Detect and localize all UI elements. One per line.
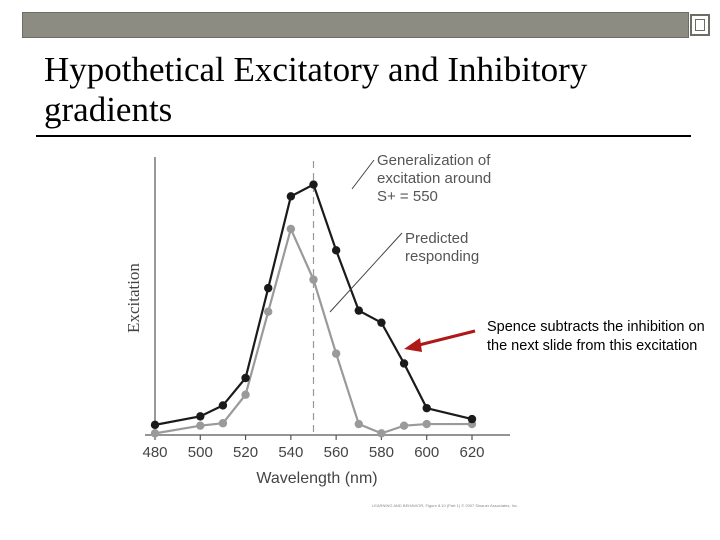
point-excitation-560 — [331, 246, 341, 255]
point-predicted-510 — [218, 419, 228, 428]
x-tick-label-600: 600 — [414, 444, 439, 461]
point-excitation-600 — [422, 403, 431, 413]
title-rule — [36, 135, 691, 137]
point-excitation-480 — [150, 420, 160, 430]
x-tick-label-620: 620 — [459, 444, 484, 461]
callout-text: Spence subtracts the inhibition on the n… — [487, 319, 705, 354]
x-tick-label-480: 480 — [142, 444, 167, 461]
credit-text: LEARNING AND BEHAVIOR, Figure 8.10 (Part… — [372, 503, 519, 508]
point-excitation-510 — [218, 401, 228, 410]
leader-line-generalization — [351, 159, 375, 190]
x-tick-label-500: 500 — [188, 444, 213, 461]
point-excitation-620 — [467, 414, 477, 424]
point-predicted-560 — [331, 349, 341, 358]
x-tick-label-540: 540 — [278, 444, 303, 461]
leader-line-predicted — [329, 232, 403, 313]
callout-arrow-line — [414, 329, 476, 348]
point-excitation-570 — [354, 306, 363, 315]
point-excitation-530 — [264, 283, 273, 293]
point-predicted-590 — [399, 421, 409, 430]
point-predicted-540 — [286, 224, 296, 234]
annotation-generalization: Generalization of excitation around S+ =… — [377, 152, 495, 205]
series-line-excitation — [154, 182, 473, 426]
point-predicted-600 — [422, 419, 431, 429]
point-predicted-570 — [354, 419, 363, 429]
corner-box-icon — [690, 14, 710, 36]
point-excitation-590 — [399, 359, 409, 368]
x-tick-label-560: 560 — [324, 444, 349, 461]
annotation-predicted: Predicted responding — [405, 230, 479, 265]
top-bar — [22, 12, 689, 38]
point-predicted-530 — [264, 307, 273, 316]
series-predicted — [150, 224, 477, 438]
point-predicted-550 — [309, 275, 318, 284]
point-excitation-550 — [309, 180, 318, 189]
point-predicted-520 — [241, 390, 250, 399]
slide-title: Hypothetical Excitatory and Inhibitory g… — [44, 50, 588, 129]
x-axis-label: Wavelength (nm) — [256, 470, 377, 487]
series-excitation — [150, 180, 477, 430]
point-excitation-520 — [241, 373, 250, 383]
point-predicted-480 — [150, 429, 160, 438]
point-predicted-580 — [377, 429, 386, 438]
y-axis-label: Excitation — [124, 263, 143, 333]
callout-arrowhead — [404, 338, 422, 352]
point-excitation-500 — [196, 412, 205, 421]
point-excitation-540 — [286, 192, 296, 201]
x-tick-label-520: 520 — [233, 444, 258, 461]
x-tick-label-580: 580 — [369, 444, 394, 461]
point-excitation-580 — [377, 318, 386, 327]
point-predicted-500 — [196, 421, 205, 430]
